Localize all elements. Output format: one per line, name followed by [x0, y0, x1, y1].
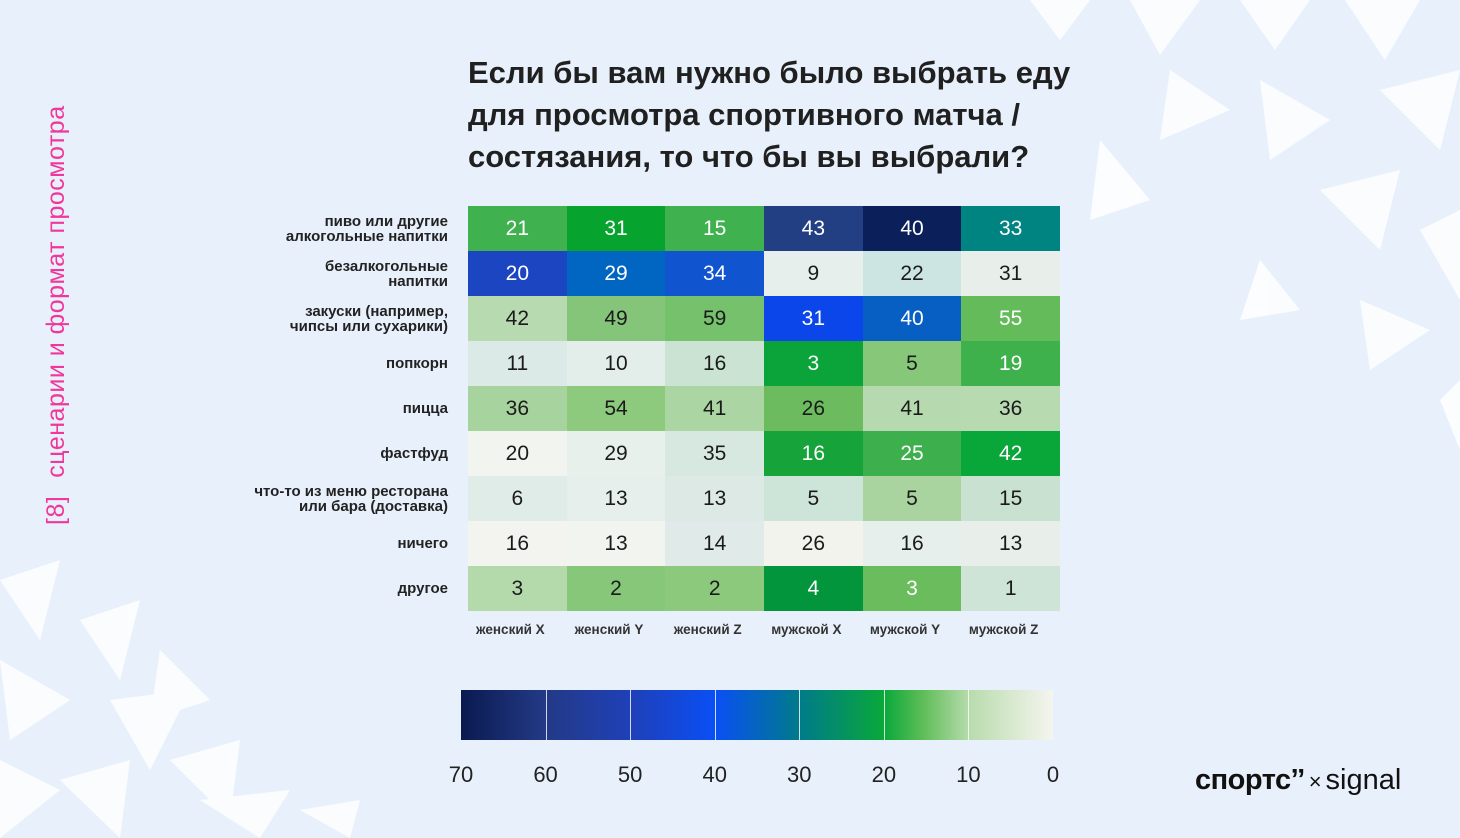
- heatmap-cell: 31: [566, 206, 666, 251]
- row-label: пицца: [402, 400, 448, 417]
- color-scale-bar: [461, 690, 1053, 740]
- heatmap-cell: 29: [566, 251, 666, 296]
- logo-separator: ×: [1308, 769, 1322, 794]
- row-label: безалкогольные напитки: [324, 257, 448, 290]
- row-label: пиво или другие алкогольные напитки: [285, 212, 448, 245]
- heatmap-cell: 26: [764, 386, 863, 431]
- heatmap-grid: 21 31 15 43 40 33 20 29 34 9 22 31 42 49 59 31 40 55 11 10 1…: [468, 206, 1061, 611]
- color-scale-separator: [799, 690, 801, 740]
- heatmap-cell: 6: [468, 476, 567, 521]
- heatmap-cell: 14: [665, 521, 765, 566]
- heatmap-cell: 49: [566, 296, 666, 341]
- heatmap-cell: 31: [961, 251, 1061, 296]
- heatmap-cell: 3: [862, 566, 962, 611]
- heatmap-cell: 16: [764, 431, 863, 476]
- heatmap-cell: 43: [764, 206, 863, 251]
- section-label: [8] сценарии и формат просмотра: [42, 105, 71, 525]
- heatmap-cell: 15: [961, 476, 1061, 521]
- heatmap-cell: 4: [764, 566, 863, 611]
- heatmap-cell: 3: [468, 566, 567, 611]
- row-label: что-то из меню ресторана или бара (достав…: [254, 482, 448, 515]
- heatmap-cell: 11: [468, 341, 567, 386]
- row-label: попкорн: [386, 355, 448, 372]
- heatmap-cell: 20: [468, 251, 567, 296]
- heatmap-cell: 41: [862, 386, 962, 431]
- heatmap-cell: 13: [566, 476, 666, 521]
- color-scale-tick: 60: [533, 762, 558, 787]
- heatmap-cell: 9: [764, 251, 863, 296]
- heatmap-cell: 42: [468, 296, 567, 341]
- heatmap-cell: 40: [862, 296, 962, 341]
- row-label: закуски (например, чипсы или сухарики): [289, 302, 448, 335]
- chart-title: Если бы вам нужно было выбрать еду для п…: [468, 55, 1071, 174]
- color-scale-tick: 40: [702, 762, 727, 787]
- row-label: фастфуд: [380, 445, 448, 462]
- heatmap-cell: 25: [862, 431, 962, 476]
- heatmap-cell: 5: [764, 476, 863, 521]
- heatmap-cell: 20: [468, 431, 567, 476]
- column-label: мужской Z: [968, 622, 1039, 637]
- heatmap-cell: 2: [566, 566, 666, 611]
- heatmap-cell: 2: [665, 566, 765, 611]
- color-scale-separator: [714, 690, 716, 740]
- heatmap-cell: 36: [961, 386, 1061, 431]
- heatmap-cell: 16: [862, 521, 962, 566]
- heatmap-cell: 5: [862, 476, 962, 521]
- heatmap-cell: 33: [961, 206, 1061, 251]
- column-label: женский Z: [673, 622, 742, 637]
- heatmap-cell: 21: [468, 206, 567, 251]
- section-title: сценарии и формат просмотра: [42, 105, 70, 478]
- color-scale-separator: [968, 690, 970, 740]
- color-scale-separator: [883, 690, 885, 740]
- heatmap-cell: 13: [566, 521, 666, 566]
- heatmap-cell: 26: [764, 521, 863, 566]
- color-scale-tick: 0: [1046, 762, 1060, 787]
- heatmap-cell: 10: [566, 341, 666, 386]
- heatmap-cell: 55: [961, 296, 1061, 341]
- color-scale-tick: 20: [871, 762, 897, 787]
- color-scale-tick: 10: [956, 762, 981, 787]
- section-number: [8]: [42, 495, 70, 525]
- logo-brand: спортс’’: [1195, 764, 1305, 796]
- logo-partner: signal: [1325, 764, 1402, 796]
- row-label: другое: [397, 580, 448, 597]
- heatmap-cell: 31: [764, 296, 863, 341]
- heatmap-cell: 15: [665, 206, 765, 251]
- column-label: мужской Y: [869, 622, 941, 637]
- heatmap-cell: 5: [862, 341, 962, 386]
- heatmap-cell: 59: [665, 296, 765, 341]
- heatmap-cell: 13: [961, 521, 1061, 566]
- heatmap-cell: 19: [961, 341, 1061, 386]
- heatmap-cell: 16: [468, 521, 567, 566]
- heatmap-cell: 16: [665, 341, 765, 386]
- color-scale-tick: 50: [617, 762, 643, 787]
- heatmap-cell: 3: [764, 341, 863, 386]
- color-scale-tick: 70: [448, 762, 474, 787]
- heatmap-cell: 1: [961, 566, 1061, 611]
- logo: спортс’’ × signal: [1195, 764, 1401, 797]
- row-label: ничего: [397, 535, 448, 552]
- heatmap-cell: 54: [566, 386, 666, 431]
- column-label: женский X: [476, 622, 545, 637]
- heatmap-cell: 22: [862, 251, 962, 296]
- heatmap-cell: 40: [862, 206, 962, 251]
- heatmap-cell: 41: [665, 386, 765, 431]
- column-label: женский Y: [574, 622, 644, 637]
- heatmap-cell: 36: [468, 386, 567, 431]
- heatmap-cell: 13: [665, 476, 765, 521]
- color-scale-tick: 30: [787, 762, 812, 787]
- heatmap-cell: 29: [566, 431, 666, 476]
- color-scale-separator: [630, 690, 632, 740]
- column-label: мужской X: [771, 622, 842, 637]
- heatmap-cell: 42: [961, 431, 1061, 476]
- heatmap-cell: 35: [665, 431, 765, 476]
- color-scale-separator: [545, 690, 547, 740]
- heatmap-cell: 34: [665, 251, 765, 296]
